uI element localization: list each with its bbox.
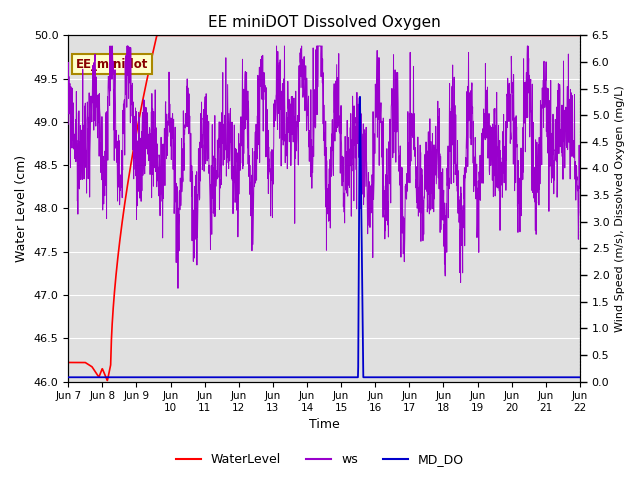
Text: EE_minidot: EE_minidot — [76, 58, 148, 71]
Y-axis label: Water Level (cm): Water Level (cm) — [15, 155, 28, 262]
X-axis label: Time: Time — [308, 419, 339, 432]
Legend: WaterLevel, ws, MD_DO: WaterLevel, ws, MD_DO — [171, 448, 469, 471]
Title: EE miniDOT Dissolved Oxygen: EE miniDOT Dissolved Oxygen — [207, 15, 440, 30]
Y-axis label: Wind Speed (m/s), Dissolved Oxygen (mg/L): Wind Speed (m/s), Dissolved Oxygen (mg/L… — [615, 85, 625, 332]
